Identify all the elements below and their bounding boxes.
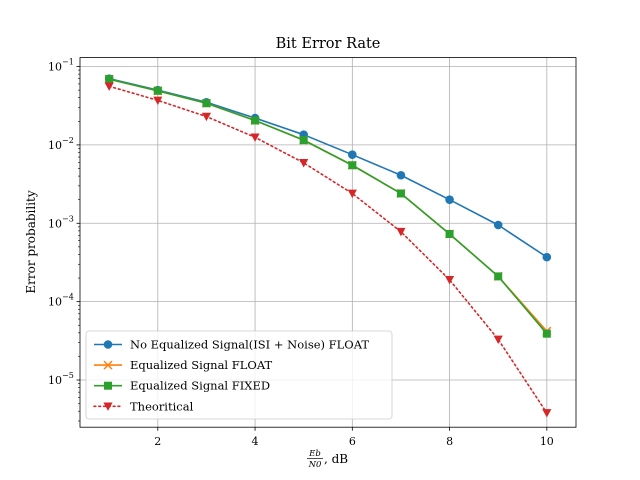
series-3-line [108,78,548,335]
legend-marker-3 [104,381,112,390]
y-tick-label: 10 −1 [48,58,74,74]
series-3-point [202,99,211,108]
series-4-point [396,227,406,237]
series-4-point [299,159,309,168]
y-tick-label: 10 −4 [48,293,74,309]
series-4-point [444,275,455,285]
series-4-point [201,112,212,122]
series-3 [105,75,551,338]
series-4 [104,82,552,418]
series-4-point [347,189,357,199]
legend-label-1: No Equalized Signal(ISI + Noise) FLOAT [130,338,369,352]
series-1-point [493,220,503,230]
series-3-point [494,272,503,281]
series-4-point [493,335,503,344]
x-tick-label: 10 [540,435,554,448]
y-tick-label: 10 −5 [48,371,74,387]
series-3-point [105,75,114,84]
series-layer [104,74,552,418]
x-axis-label: Eb N0 , dB [307,449,348,470]
series-1-point [396,170,406,180]
legend-label-2: Equalized Signal FLOAT [130,358,272,372]
y-tick-label-base: 10 [48,139,62,152]
x-axis-label-denominator: N0 [308,460,322,470]
plot-frame [79,57,577,428]
y-tick-label-base: 10 [48,374,62,387]
x-tick-label: 8 [446,435,453,448]
y-tick-label: 10 −2 [48,136,74,152]
series-4-point [542,409,552,418]
legend-marker-1 [103,340,113,349]
legend-marker-2 [103,360,113,370]
series-3-point [396,189,405,198]
legend-box [85,330,393,420]
y-tick-label-exponent: −5 [62,371,74,380]
series-1-line [108,77,548,258]
y-axis-label: Error probability [24,190,38,294]
series-3-point [348,161,357,170]
y-tick-label-exponent: −2 [62,136,74,145]
series-4-point [250,133,260,142]
legend-label-3: Equalized Signal FIXED [130,379,270,393]
series-3-point [542,329,551,338]
y-tick-label-base: 10 [48,296,62,309]
series-3-point [445,229,454,238]
series-1-point [348,150,357,159]
series-4-line [108,85,548,414]
x-axis-label-suffix: , dB [324,452,348,466]
y-tick-label-exponent: −4 [62,293,74,302]
x-tick-label: 6 [349,435,356,448]
legend-label-4: Theoritical [130,399,194,413]
series-3-point [251,116,260,125]
chart-title: Bit Error Rate [276,36,381,52]
legend: No Equalized Signal(ISI + Noise) FLOAT Eq… [85,330,393,420]
series-4-point [104,82,114,91]
series-1-point [445,195,454,204]
x-tick-label: 2 [154,435,161,448]
series-3-point [299,136,308,145]
x-axis-label-numerator: Eb [308,449,321,459]
y-tick-label-exponent: −1 [62,58,74,67]
legend-marker-4 [103,402,113,411]
y-tick-label: 10 −3 [48,214,74,230]
y-tick-label-base: 10 [48,217,62,230]
y-tick-label-exponent: −3 [62,214,74,223]
series-4-point [153,96,163,105]
x-tick-label: 4 [252,435,259,448]
series-1-point [542,252,552,262]
y-tick-label-base: 10 [48,61,62,74]
series-3-point [153,86,162,95]
